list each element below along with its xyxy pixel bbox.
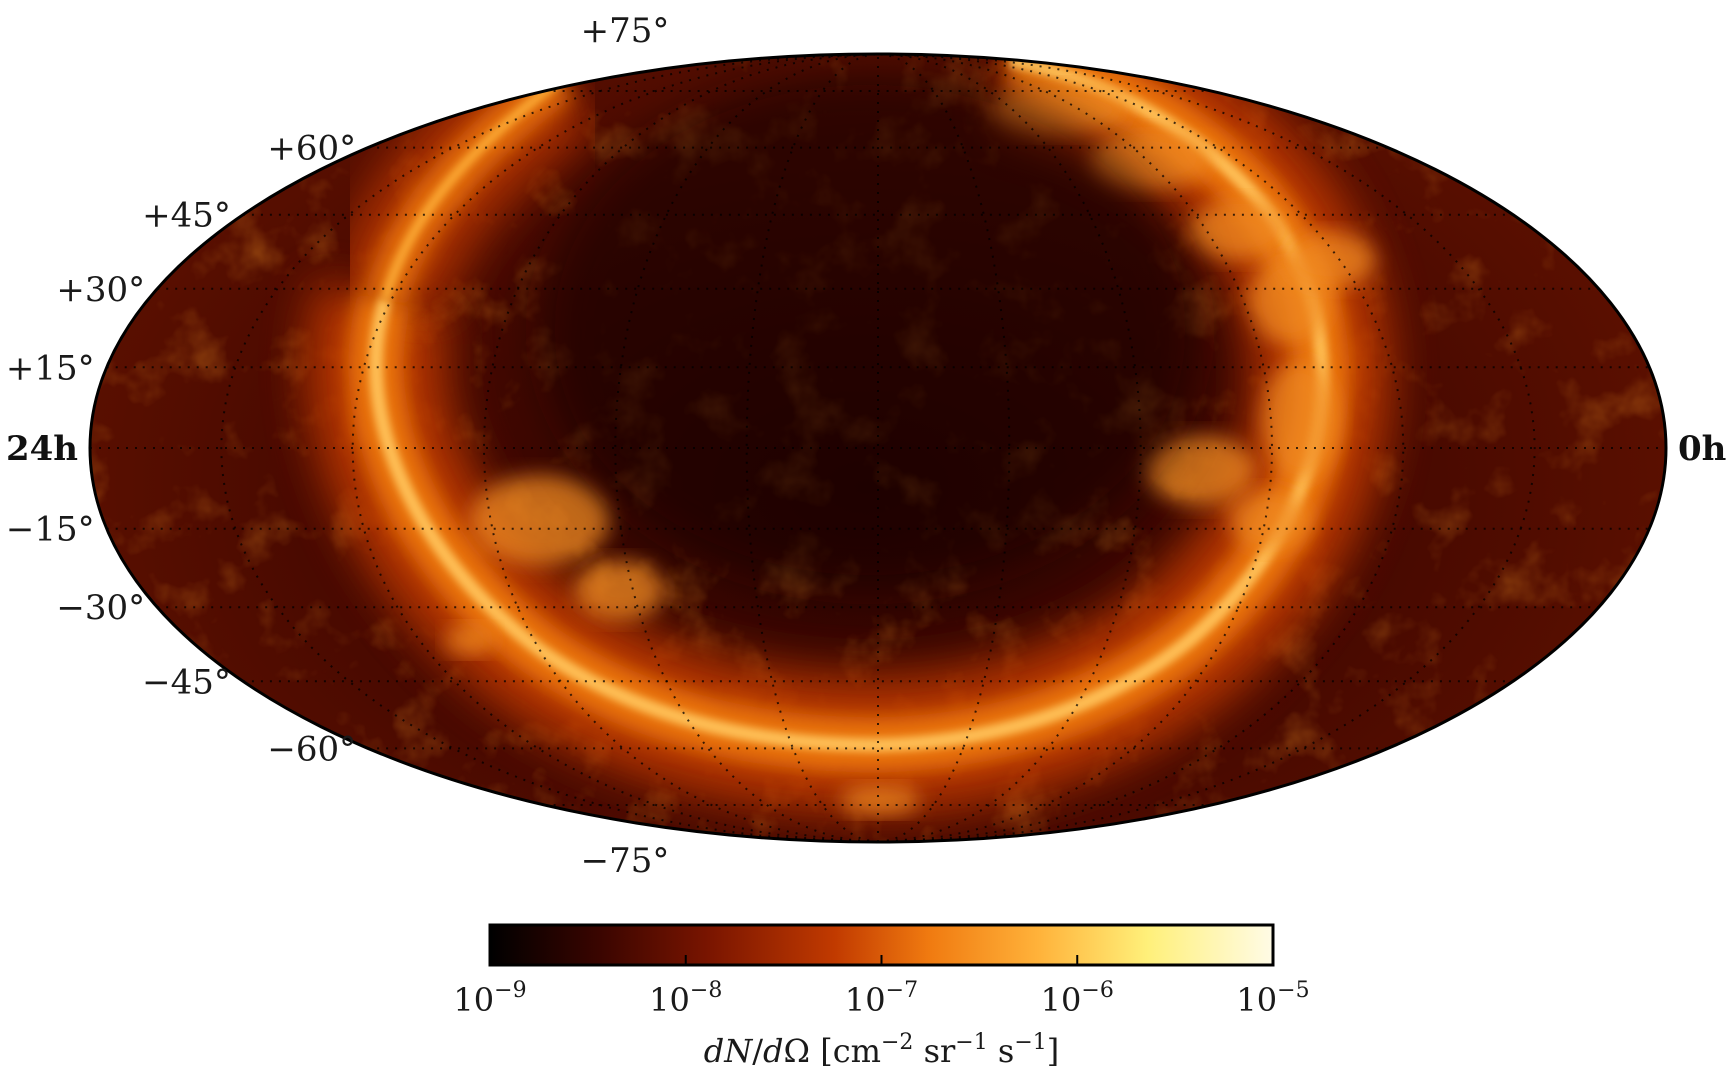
map-boundary xyxy=(88,52,1668,844)
emission-ridge xyxy=(369,54,1329,753)
dec-label: −30° xyxy=(56,588,145,628)
dec-label: −60° xyxy=(267,729,356,769)
emission-clump xyxy=(1262,360,1338,480)
colorbar-tick-label: 10−9 xyxy=(453,978,526,1019)
emission-clump xyxy=(840,785,920,815)
dec-label: +30° xyxy=(56,270,145,310)
colorbar-tick-label: 10−5 xyxy=(1236,978,1309,1019)
emission-clump xyxy=(470,475,610,565)
dec-label: +60° xyxy=(267,129,356,169)
emission-clump xyxy=(1285,232,1375,288)
emission-clump xyxy=(1230,490,1310,550)
colorbar-tick-label: 10−6 xyxy=(1041,978,1114,1019)
emission-ridge xyxy=(380,76,564,302)
declination-labels: +75° +60° +45° +30° +15° −15° −30° −45° −60° −75° xyxy=(6,11,669,881)
dec-label: +75° xyxy=(581,11,670,51)
graticule-grid xyxy=(90,54,1666,842)
colorbar-tick-label: 10−7 xyxy=(845,978,918,1019)
graticule-meridian xyxy=(877,54,1536,842)
emission-clump xyxy=(1190,200,1290,260)
dec-label: −15° xyxy=(6,510,95,550)
dec-label: +15° xyxy=(6,348,95,388)
colorbar: 10−9 10−8 10−7 10−6 10−5 dN/dΩ [cm−2 sr−1 s−… xyxy=(453,923,1310,1070)
dec-label: +45° xyxy=(142,196,231,236)
ra-label-right: 0h xyxy=(1678,429,1726,469)
dark-interior xyxy=(540,70,1200,590)
graticule-meridian xyxy=(220,54,879,842)
emission-clump xyxy=(445,625,495,655)
ra-label-left: 24h xyxy=(6,429,78,469)
emission-clump xyxy=(575,560,665,620)
dec-label: −75° xyxy=(581,841,670,881)
dec-label: −45° xyxy=(142,662,231,702)
colorbar-tick-label: 10−8 xyxy=(649,978,722,1019)
colorbar-ticks: 10−9 10−8 10−7 10−6 10−5 xyxy=(453,955,1310,1019)
emission-clump xyxy=(1145,435,1255,505)
colorbar-label: dN/dΩ [cm−2 sr−1 s−1] xyxy=(704,1030,1059,1070)
